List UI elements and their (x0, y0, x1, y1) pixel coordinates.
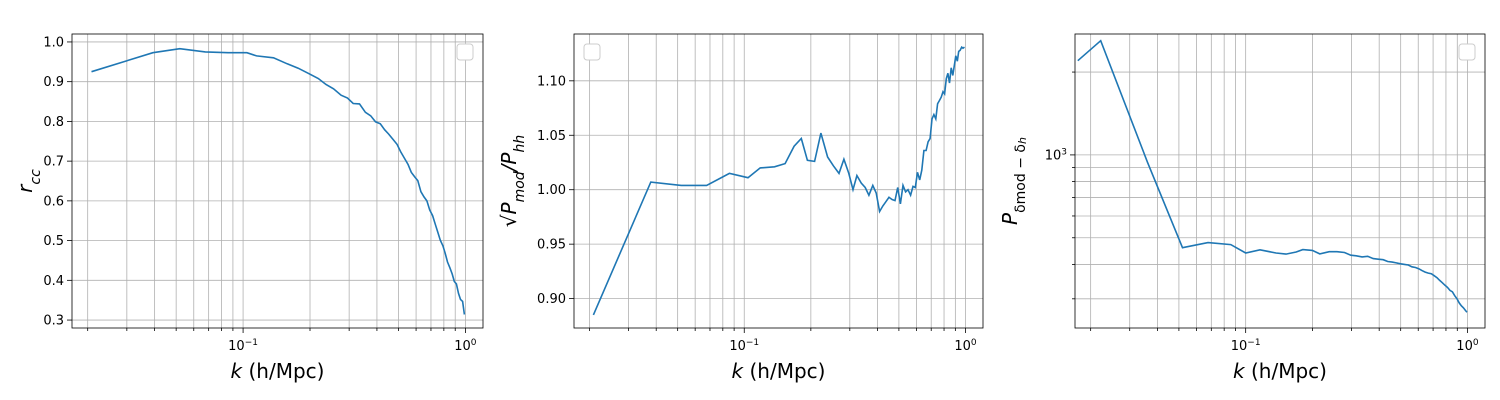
y-tick-label: 0.4 (43, 274, 64, 289)
x-tick-label: 10−1 (1231, 338, 1261, 354)
y-tick-label: 1.00 (537, 183, 566, 198)
panel-cross-power: 103 10−1 100 k (h/Mpc) Pδmod − δh (998, 33, 1486, 383)
x-tick-label: 10−1 (228, 338, 258, 354)
x-tick-label: 10−1 (729, 338, 759, 354)
y-tick-label: 0.7 (43, 155, 64, 170)
y-axis-label: √Pmod/Phh (497, 135, 528, 227)
legend-box (456, 43, 474, 61)
axes-frame (573, 33, 984, 329)
x-axis-label: k (h/Mpc) (231, 359, 325, 383)
y-axis-label: rcc (13, 169, 44, 193)
legend-box (1458, 43, 1476, 61)
y-tick-label: 0.6 (43, 194, 64, 209)
y-tick-label: 0.95 (537, 238, 566, 253)
x-tick-label: 100 (454, 338, 477, 354)
x-axis-label: k (h/Mpc) (1233, 359, 1327, 383)
series-line (1077, 39, 1468, 313)
panel-correlation-coefficient: 0.3 0.4 0.5 0.6 0.7 0.8 0.9 1.0 10−1 100 k (h/Mpc)… (13, 33, 484, 383)
x-axis-label: k (h/Mpc) (732, 359, 826, 383)
y-tick-label: 1.05 (537, 129, 566, 144)
series-line (592, 45, 965, 316)
y-tick-label: 103 (1045, 147, 1067, 163)
y-tick-label: 0.8 (43, 115, 64, 130)
y-tick-label: 0.90 (537, 292, 566, 307)
legend-box (583, 43, 601, 61)
x-tick-label: 100 (954, 338, 977, 354)
y-tick-label: 0.5 (43, 234, 64, 249)
axes-frame (1074, 33, 1486, 329)
x-tick-label: 100 (1456, 338, 1479, 354)
y-tick-label: 0.9 (43, 75, 64, 90)
y-tick-label: 1.10 (537, 74, 566, 89)
y-axis-label: Pδmod − δh (998, 137, 1029, 225)
y-tick-label: 1.0 (43, 35, 64, 50)
panel-power-ratio: 0.90 0.95 1.00 1.05 1.10 10−1 100 k (h/Mpc) √Pmo… (497, 33, 984, 383)
y-tick-label: 0.3 (43, 314, 64, 329)
series-line (91, 47, 466, 315)
axes-frame (71, 33, 484, 329)
